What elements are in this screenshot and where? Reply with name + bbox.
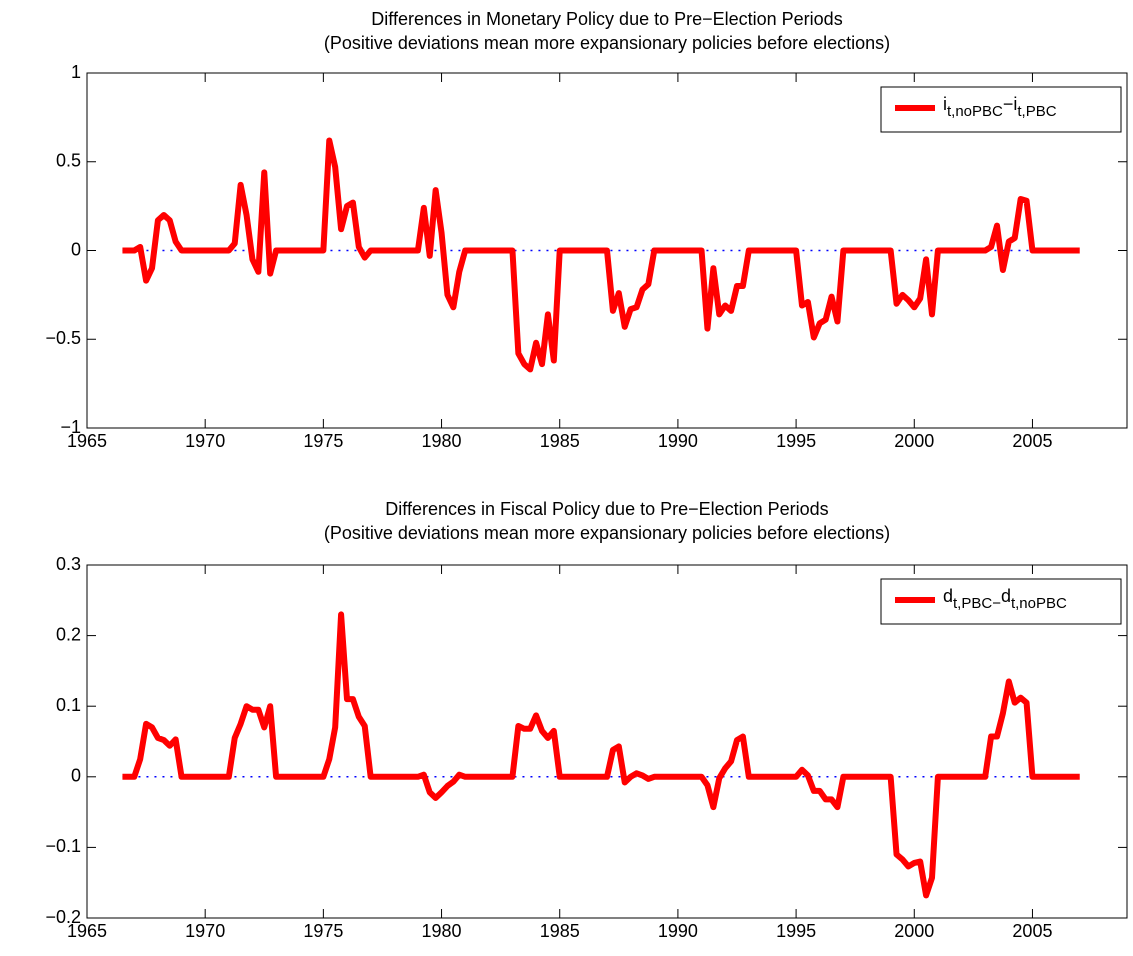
x-tick-label: 1990 (658, 431, 698, 451)
legend-label: it,noPBC−it,PBC (943, 94, 1057, 120)
chart-title: Differences in Fiscal Policy due to Pre−… (385, 499, 828, 519)
legend-subscript: t,PBC− (953, 595, 1001, 612)
x-tick-label: 1975 (303, 921, 343, 941)
legend-subscript: t,noPBC (1011, 595, 1067, 612)
y-tick-label: −1 (60, 417, 81, 437)
x-tick-label: 1970 (185, 431, 225, 451)
x-tick-label: 1965 (67, 431, 107, 451)
x-tick-label: 2005 (1012, 431, 1052, 451)
x-tick-label: 1985 (540, 921, 580, 941)
chart-title: Differences in Monetary Policy due to Pr… (371, 9, 842, 29)
y-tick-label: −0.1 (45, 836, 81, 856)
legend-text: i (943, 94, 947, 114)
x-tick-label: 1995 (776, 921, 816, 941)
y-tick-label: 0 (71, 239, 81, 259)
data-line (122, 137, 1080, 373)
y-tick-label: 1 (71, 62, 81, 82)
x-tick-label: 2000 (894, 921, 934, 941)
chart-subtitle: (Positive deviations mean more expansion… (324, 523, 890, 543)
legend-label: dt,PBC−dt,noPBC (943, 586, 1067, 612)
legend-text: d (1001, 586, 1011, 606)
x-tick-label: 1975 (303, 431, 343, 451)
y-tick-label: −0.2 (45, 907, 81, 927)
legend-subscript: t,noPBC (947, 103, 1003, 120)
y-tick-label: 0.1 (56, 695, 81, 715)
x-tick-label: 1990 (658, 921, 698, 941)
y-tick-label: 0 (71, 766, 81, 786)
legend-subscript: t,PBC (1017, 103, 1056, 120)
y-tick-label: −0.5 (45, 328, 81, 348)
x-tick-label: 1970 (185, 921, 225, 941)
legend-text: d (943, 586, 953, 606)
x-tick-label: 1995 (776, 431, 816, 451)
y-tick-label: 0.2 (56, 624, 81, 644)
data-line (122, 611, 1080, 899)
chart-subtitle: (Positive deviations mean more expansion… (324, 33, 890, 53)
legend-text: −i (1003, 94, 1018, 114)
x-tick-label: 1980 (422, 431, 462, 451)
x-tick-label: 1965 (67, 921, 107, 941)
y-tick-label: 0.5 (56, 151, 81, 171)
y-tick-label: 0.3 (56, 554, 81, 574)
x-tick-label: 2000 (894, 431, 934, 451)
x-tick-label: 2005 (1012, 921, 1052, 941)
x-tick-label: 1980 (422, 921, 462, 941)
x-tick-label: 1985 (540, 431, 580, 451)
